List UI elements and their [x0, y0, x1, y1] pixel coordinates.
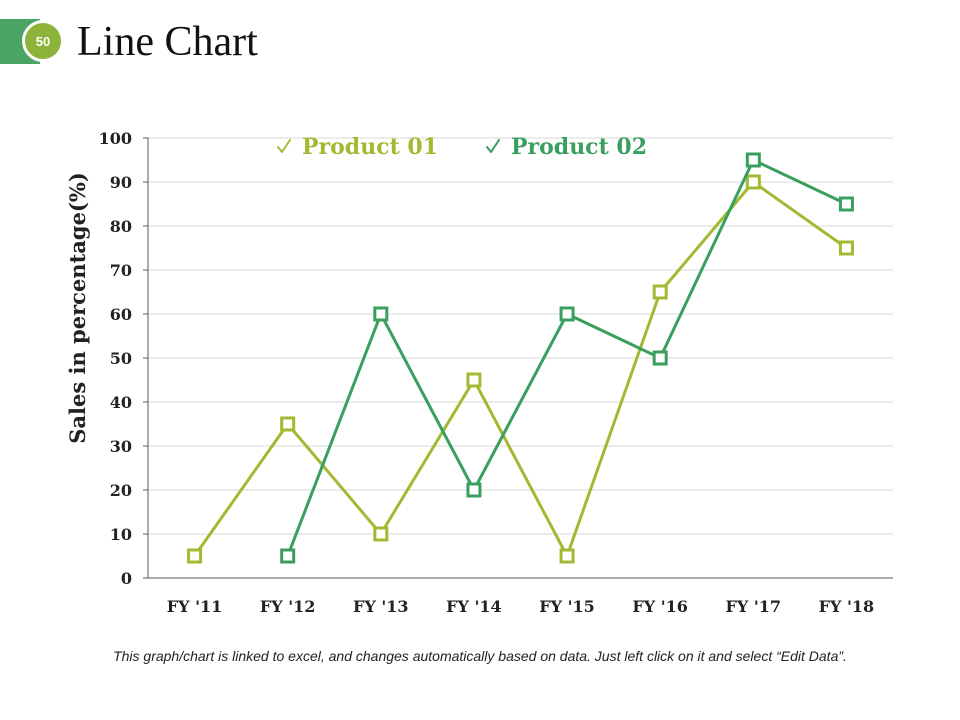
data-point [280, 416, 296, 432]
x-tick-label: FY '15 [539, 597, 595, 616]
x-tick-label: FY '11 [167, 597, 223, 616]
legend-label: Product 02 [511, 134, 647, 160]
x-tick-label: FY '17 [726, 597, 782, 616]
data-point [652, 284, 668, 300]
y-tick-label: 0 [121, 569, 132, 588]
check-icon [486, 139, 500, 153]
data-point [838, 240, 854, 256]
data-point [466, 372, 482, 388]
y-tick-label: 50 [110, 349, 132, 368]
y-tick-label: 10 [110, 525, 132, 544]
legend: Product 01 Product 02 [277, 134, 647, 160]
data-point [373, 526, 389, 542]
data-point [559, 548, 575, 564]
data-point [745, 174, 761, 190]
y-tick-label: 80 [110, 217, 132, 236]
slide-number-badge: 50 [22, 20, 64, 62]
footnote: This graph/chart is linked to excel, and… [113, 648, 847, 664]
x-tick-label: FY '16 [632, 597, 688, 616]
y-tick-label: 90 [110, 173, 132, 192]
series [187, 152, 854, 564]
page-title: Line Chart [77, 19, 258, 65]
series-line [193, 180, 848, 558]
y-tick-label: 40 [110, 393, 132, 412]
legend-item: Product 02 [486, 134, 647, 160]
x-tick-labels: FY '11 FY '12 FY '13 FY '14 FY '15 FY '16 FY '… [167, 597, 874, 616]
axes [143, 137, 893, 579]
x-tick-label: FY '13 [353, 597, 409, 616]
data-point [559, 306, 575, 322]
data-point [652, 350, 668, 366]
data-point [187, 548, 203, 564]
check-icon [277, 139, 291, 153]
x-tick-label: FY '12 [260, 597, 316, 616]
series-2 [280, 152, 854, 564]
y-tick-labels: 0 10 20 30 40 50 60 70 80 90 100 [99, 129, 132, 588]
data-point [745, 152, 761, 168]
data-point [838, 196, 854, 212]
legend-label: Product 01 [302, 134, 438, 160]
legend-item: Product 01 [277, 134, 438, 160]
data-point [466, 482, 482, 498]
data-point [280, 548, 296, 564]
y-tick-label: 100 [99, 129, 132, 148]
y-tick-label: 20 [110, 481, 132, 500]
y-tick-label: 70 [110, 261, 132, 280]
series-1 [187, 174, 854, 564]
y-axis-label: Sales in percentage(%) [65, 172, 90, 444]
x-tick-label: FY '18 [819, 597, 875, 616]
y-tick-label: 30 [110, 437, 132, 456]
y-tick-label: 60 [110, 305, 132, 324]
data-point [373, 306, 389, 322]
grid-lines [148, 137, 893, 535]
x-tick-label: FY '14 [446, 597, 502, 616]
